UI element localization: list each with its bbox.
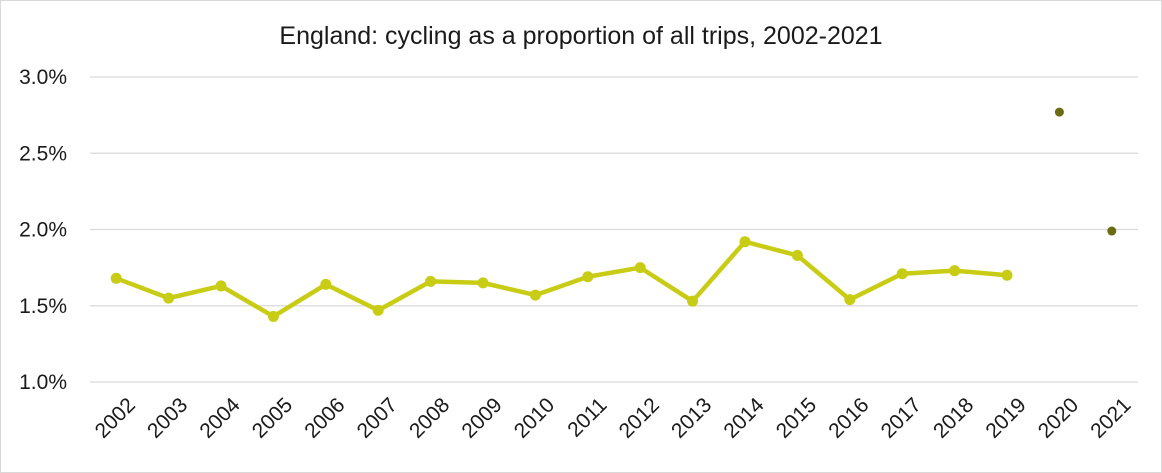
x-tick-label: 2019 [981, 393, 1030, 442]
data-point-marker [1107, 226, 1117, 236]
data-point-marker [267, 310, 279, 322]
data-point-marker [1001, 269, 1013, 281]
y-axis-tick-labels: 1.0% 1.5% 2.0% 2.5% 3.0% [19, 66, 67, 394]
x-tick-label: 2018 [929, 393, 978, 442]
data-point-marker [425, 275, 437, 287]
x-axis-tick-labels: 2002 2003 2004 2005 2006 2007 2008 2009 2010 2011… [91, 393, 1136, 443]
y-tick-label: 2.0% [19, 219, 67, 242]
x-tick-label: 2008 [405, 393, 454, 442]
data-point-marker [739, 236, 751, 248]
data-point-marker [163, 292, 175, 304]
data-point-marker [844, 294, 856, 306]
x-tick-label: 2009 [457, 393, 506, 442]
x-tick-label: 2015 [772, 393, 821, 442]
x-tick-label: 2006 [300, 393, 349, 442]
data-point-marker [477, 277, 489, 289]
x-tick-label: 2021 [1086, 393, 1135, 442]
y-tick-label: 1.0% [19, 371, 67, 394]
x-tick-label: 2007 [353, 393, 402, 442]
gridlines [90, 76, 1138, 383]
data-point-marker [687, 295, 699, 307]
x-tick-label: 2017 [877, 393, 926, 442]
x-tick-label: 2014 [719, 393, 769, 443]
data-point-marker [949, 265, 961, 277]
y-tick-label: 3.0% [19, 66, 67, 89]
data-point-marker [110, 272, 122, 284]
x-tick-label: 2012 [615, 393, 664, 442]
data-point-marker [791, 249, 803, 261]
data-point-marker [1054, 107, 1064, 117]
data-point-marker [582, 271, 594, 283]
x-tick-label: 2005 [248, 393, 297, 442]
y-tick-label: 1.5% [19, 295, 67, 318]
x-tick-label: 2003 [143, 393, 192, 442]
data-point-marker [215, 280, 227, 292]
x-tick-label: 2010 [510, 393, 559, 442]
data-point-marker [529, 289, 541, 301]
x-tick-label: 2020 [1034, 393, 1083, 442]
data-point-marker [896, 268, 908, 280]
x-tick-label: 2002 [91, 393, 140, 442]
x-tick-label: 2011 [563, 393, 611, 441]
data-series [110, 107, 1117, 322]
data-point-marker [634, 262, 646, 274]
x-tick-label: 2013 [667, 393, 716, 442]
x-tick-label: 2004 [195, 393, 245, 443]
data-point-marker [320, 278, 332, 290]
series-line [113, 239, 1010, 319]
y-tick-label: 2.5% [19, 142, 67, 165]
chart-title: England: cycling as a proportion of all … [279, 22, 882, 50]
data-point-marker [372, 304, 384, 316]
x-tick-label: 2016 [824, 393, 873, 442]
